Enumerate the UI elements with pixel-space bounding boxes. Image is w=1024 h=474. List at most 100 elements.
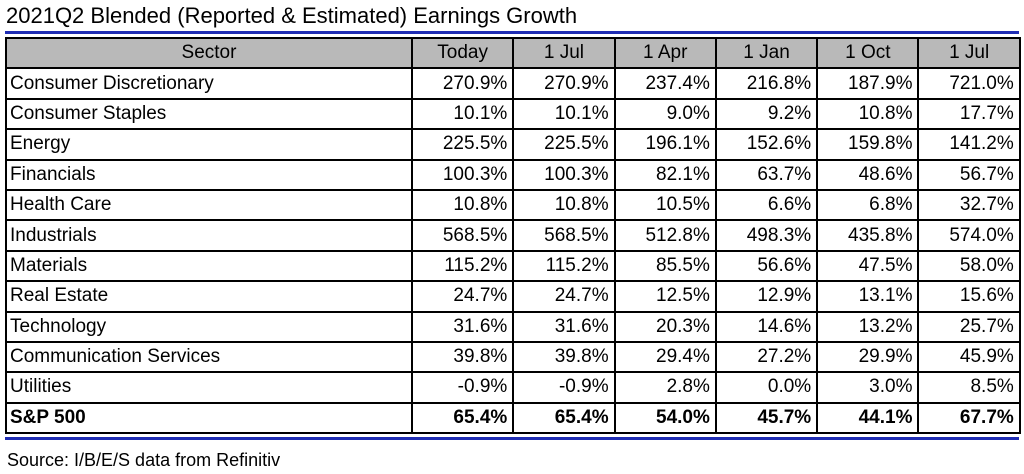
value-cell: 721.0%	[917, 67, 1021, 100]
table-row: Materials 115.2% 115.2% 85.5% 56.6% 47.5% 58.0…	[5, 249, 1021, 283]
value-cell: 10.5%	[613, 188, 717, 222]
value-cell: 48.6%	[816, 158, 920, 191]
value-cell: 31.6%	[512, 310, 616, 343]
column-header-1-jan: 1 Jan	[714, 36, 819, 70]
sector-cell: Health Care	[5, 188, 413, 222]
value-cell: 45.9%	[917, 340, 1021, 374]
value-cell: 10.1%	[512, 97, 616, 131]
table-body: Consumer Discretionary 270.9% 270.9% 237.4%…	[5, 67, 1021, 435]
value-cell: 435.8%	[816, 219, 920, 252]
value-cell: 498.3%	[714, 219, 819, 252]
value-cell: 32.7%	[917, 188, 1021, 222]
table-row: Financials 100.3% 100.3% 82.1% 63.7% 48.6% 56.…	[5, 158, 1021, 191]
value-cell: 24.7%	[512, 280, 616, 313]
value-cell: 9.2%	[714, 97, 819, 131]
value-cell: 10.8%	[816, 97, 920, 131]
value-cell: 141.2%	[917, 128, 1021, 161]
value-cell: 27.2%	[714, 340, 819, 374]
value-cell: 159.8%	[816, 128, 920, 161]
table-row: Consumer Discretionary 270.9% 270.9% 237.4%…	[5, 67, 1021, 100]
value-cell: 512.8%	[613, 219, 717, 252]
value-cell: 24.7%	[410, 280, 515, 313]
value-cell: 25.7%	[917, 310, 1021, 343]
table-row: Real Estate 24.7% 24.7% 12.5% 12.9% 13.1% 15.6…	[5, 280, 1021, 313]
value-cell: 85.5%	[613, 249, 717, 283]
value-cell: 0.0%	[714, 371, 819, 404]
table-row: Technology 31.6% 31.6% 20.3% 14.6% 13.2% 25.7%	[5, 310, 1021, 343]
value-cell: 47.5%	[816, 249, 920, 283]
value-cell: 100.3%	[410, 158, 515, 191]
value-cell: 115.2%	[410, 249, 515, 283]
sector-cell: Financials	[5, 158, 413, 191]
table-row: Utilities -0.9% -0.9% 2.8% 0.0% 3.0% 8.5%	[5, 371, 1021, 404]
source-note: Source: I/B/E/S data from Refinitiv	[7, 450, 281, 470]
value-cell: -0.9%	[410, 371, 515, 404]
table-row: Health Care 10.8% 10.8% 10.5% 6.6% 6.8% 32.7%	[5, 188, 1021, 222]
value-cell: 29.9%	[816, 340, 920, 374]
value-cell: 39.8%	[512, 340, 616, 374]
value-cell: 13.2%	[816, 310, 920, 343]
value-cell: 100.3%	[512, 158, 616, 191]
value-cell: 10.8%	[410, 188, 515, 222]
value-cell: 187.9%	[816, 67, 920, 100]
sector-cell: Communication Services	[5, 340, 413, 374]
sector-cell: Real Estate	[5, 280, 413, 313]
sector-cell: S&P 500	[5, 401, 413, 435]
sector-cell: Industrials	[5, 219, 413, 252]
value-cell: 270.9%	[512, 67, 616, 100]
value-cell: 67.7%	[917, 401, 1021, 435]
bottom-rule	[5, 437, 1019, 440]
value-cell: 17.7%	[917, 97, 1021, 131]
sector-cell: Technology	[5, 310, 413, 343]
value-cell: 196.1%	[613, 128, 717, 161]
value-cell: 29.4%	[613, 340, 717, 374]
value-cell: 152.6%	[714, 128, 819, 161]
value-cell: 15.6%	[917, 280, 1021, 313]
value-cell: 270.9%	[410, 67, 515, 100]
value-cell: 63.7%	[714, 158, 819, 191]
value-cell: 3.0%	[816, 371, 920, 404]
value-cell: 574.0%	[917, 219, 1021, 252]
value-cell: 82.1%	[613, 158, 717, 191]
value-cell: 6.6%	[714, 188, 819, 222]
value-cell: 10.8%	[512, 188, 616, 222]
column-header-1-jul: 1 Jul	[512, 36, 616, 70]
value-cell: 237.4%	[613, 67, 717, 100]
value-cell: 20.3%	[613, 310, 717, 343]
value-cell: 65.4%	[512, 401, 616, 435]
table-row: Communication Services 39.8% 39.8% 29.4% 27.…	[5, 340, 1021, 374]
value-cell: 56.6%	[714, 249, 819, 283]
value-cell: 10.1%	[410, 97, 515, 131]
value-cell: 225.5%	[410, 128, 515, 161]
sector-cell: Consumer Staples	[5, 97, 413, 131]
value-cell: 8.5%	[917, 371, 1021, 404]
value-cell: 6.8%	[816, 188, 920, 222]
column-header-today: Today	[410, 36, 515, 70]
column-header-1-apr: 1 Apr	[613, 36, 717, 70]
total-row: S&P 500 65.4% 65.4% 54.0% 45.7% 44.1% 67.7%	[5, 401, 1021, 435]
value-cell: 115.2%	[512, 249, 616, 283]
value-cell: 58.0%	[917, 249, 1021, 283]
earnings-growth-table: Sector Today 1 Jul 1 Apr 1 Jan 1 Oct 1 J…	[5, 36, 1021, 435]
sector-cell: Energy	[5, 128, 413, 161]
column-header-1-jul-prior: 1 Jul	[917, 36, 1021, 70]
value-cell: 9.0%	[613, 97, 717, 131]
value-cell: 31.6%	[410, 310, 515, 343]
sector-cell: Materials	[5, 249, 413, 283]
value-cell: 12.5%	[613, 280, 717, 313]
value-cell: 44.1%	[816, 401, 920, 435]
table-title: 2021Q2 Blended (Reported & Estimated) Ea…	[6, 3, 578, 28]
value-cell: 39.8%	[410, 340, 515, 374]
value-cell: 56.7%	[917, 158, 1021, 191]
value-cell: 2.8%	[613, 371, 717, 404]
value-cell: 225.5%	[512, 128, 616, 161]
value-cell: 12.9%	[714, 280, 819, 313]
value-cell: 216.8%	[714, 67, 819, 100]
column-header-sector: Sector	[5, 36, 413, 70]
value-cell: 65.4%	[410, 401, 515, 435]
value-cell: 14.6%	[714, 310, 819, 343]
sector-cell: Consumer Discretionary	[5, 67, 413, 100]
table-row: Energy 225.5% 225.5% 196.1% 152.6% 159.8% 141.…	[5, 128, 1021, 161]
table-row: Industrials 568.5% 568.5% 512.8% 498.3% 435.8…	[5, 219, 1021, 252]
sector-cell: Utilities	[5, 371, 413, 404]
